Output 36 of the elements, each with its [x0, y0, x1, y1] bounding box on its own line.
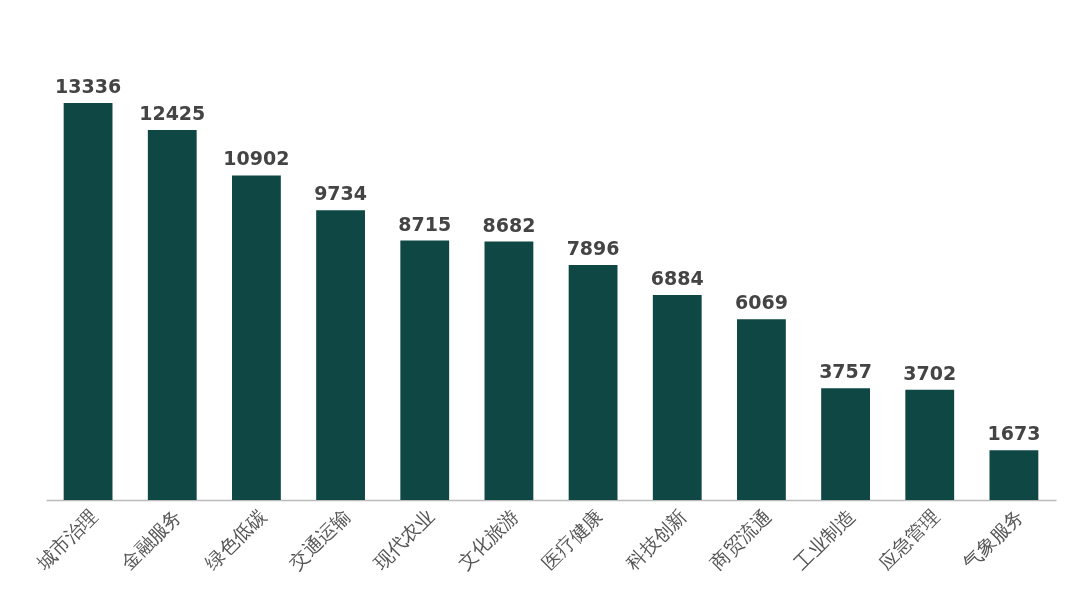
x-tick-label: 气象服务 [958, 504, 1028, 574]
bar [232, 175, 281, 500]
bar [400, 240, 450, 500]
data-label: 10902 [223, 147, 290, 170]
data-label: 9734 [314, 182, 368, 205]
bar [484, 241, 534, 500]
x-tick-label: 金融服务 [116, 504, 186, 574]
x-tick-label: 商贸流通 [705, 504, 775, 574]
x-tick-label: 文化旅游 [453, 504, 523, 574]
x-tick-label: 工业制造 [789, 504, 860, 574]
bar [63, 103, 113, 500]
data-label: 6069 [734, 291, 788, 314]
bar [737, 319, 786, 500]
bar [821, 388, 870, 500]
bar [568, 264, 618, 500]
bar [652, 295, 702, 500]
x-tick-label: 医疗健康 [537, 504, 607, 574]
data-label: 8682 [482, 213, 536, 236]
x-tick-label: 交通运输 [284, 504, 355, 574]
bar [905, 389, 955, 500]
x-tick-label: 现代农业 [368, 504, 439, 574]
bar [147, 130, 197, 500]
data-label: 3757 [819, 360, 873, 383]
data-label: 1673 [987, 422, 1041, 445]
x-tick-label: 绿色低碳 [200, 504, 270, 574]
data-label: 8715 [398, 212, 452, 235]
data-label: 13336 [55, 75, 122, 97]
data-label: 6884 [650, 267, 704, 290]
data-label: 3702 [903, 361, 957, 384]
data-label: 12425 [139, 102, 206, 125]
bar [316, 210, 365, 500]
x-tick-label: 城市治理 [31, 504, 102, 575]
data-label: 7896 [566, 236, 620, 259]
x-tick-label: 应急管理 [873, 504, 944, 574]
x-tick-label: 科技创新 [621, 504, 691, 574]
bar [989, 450, 1039, 500]
